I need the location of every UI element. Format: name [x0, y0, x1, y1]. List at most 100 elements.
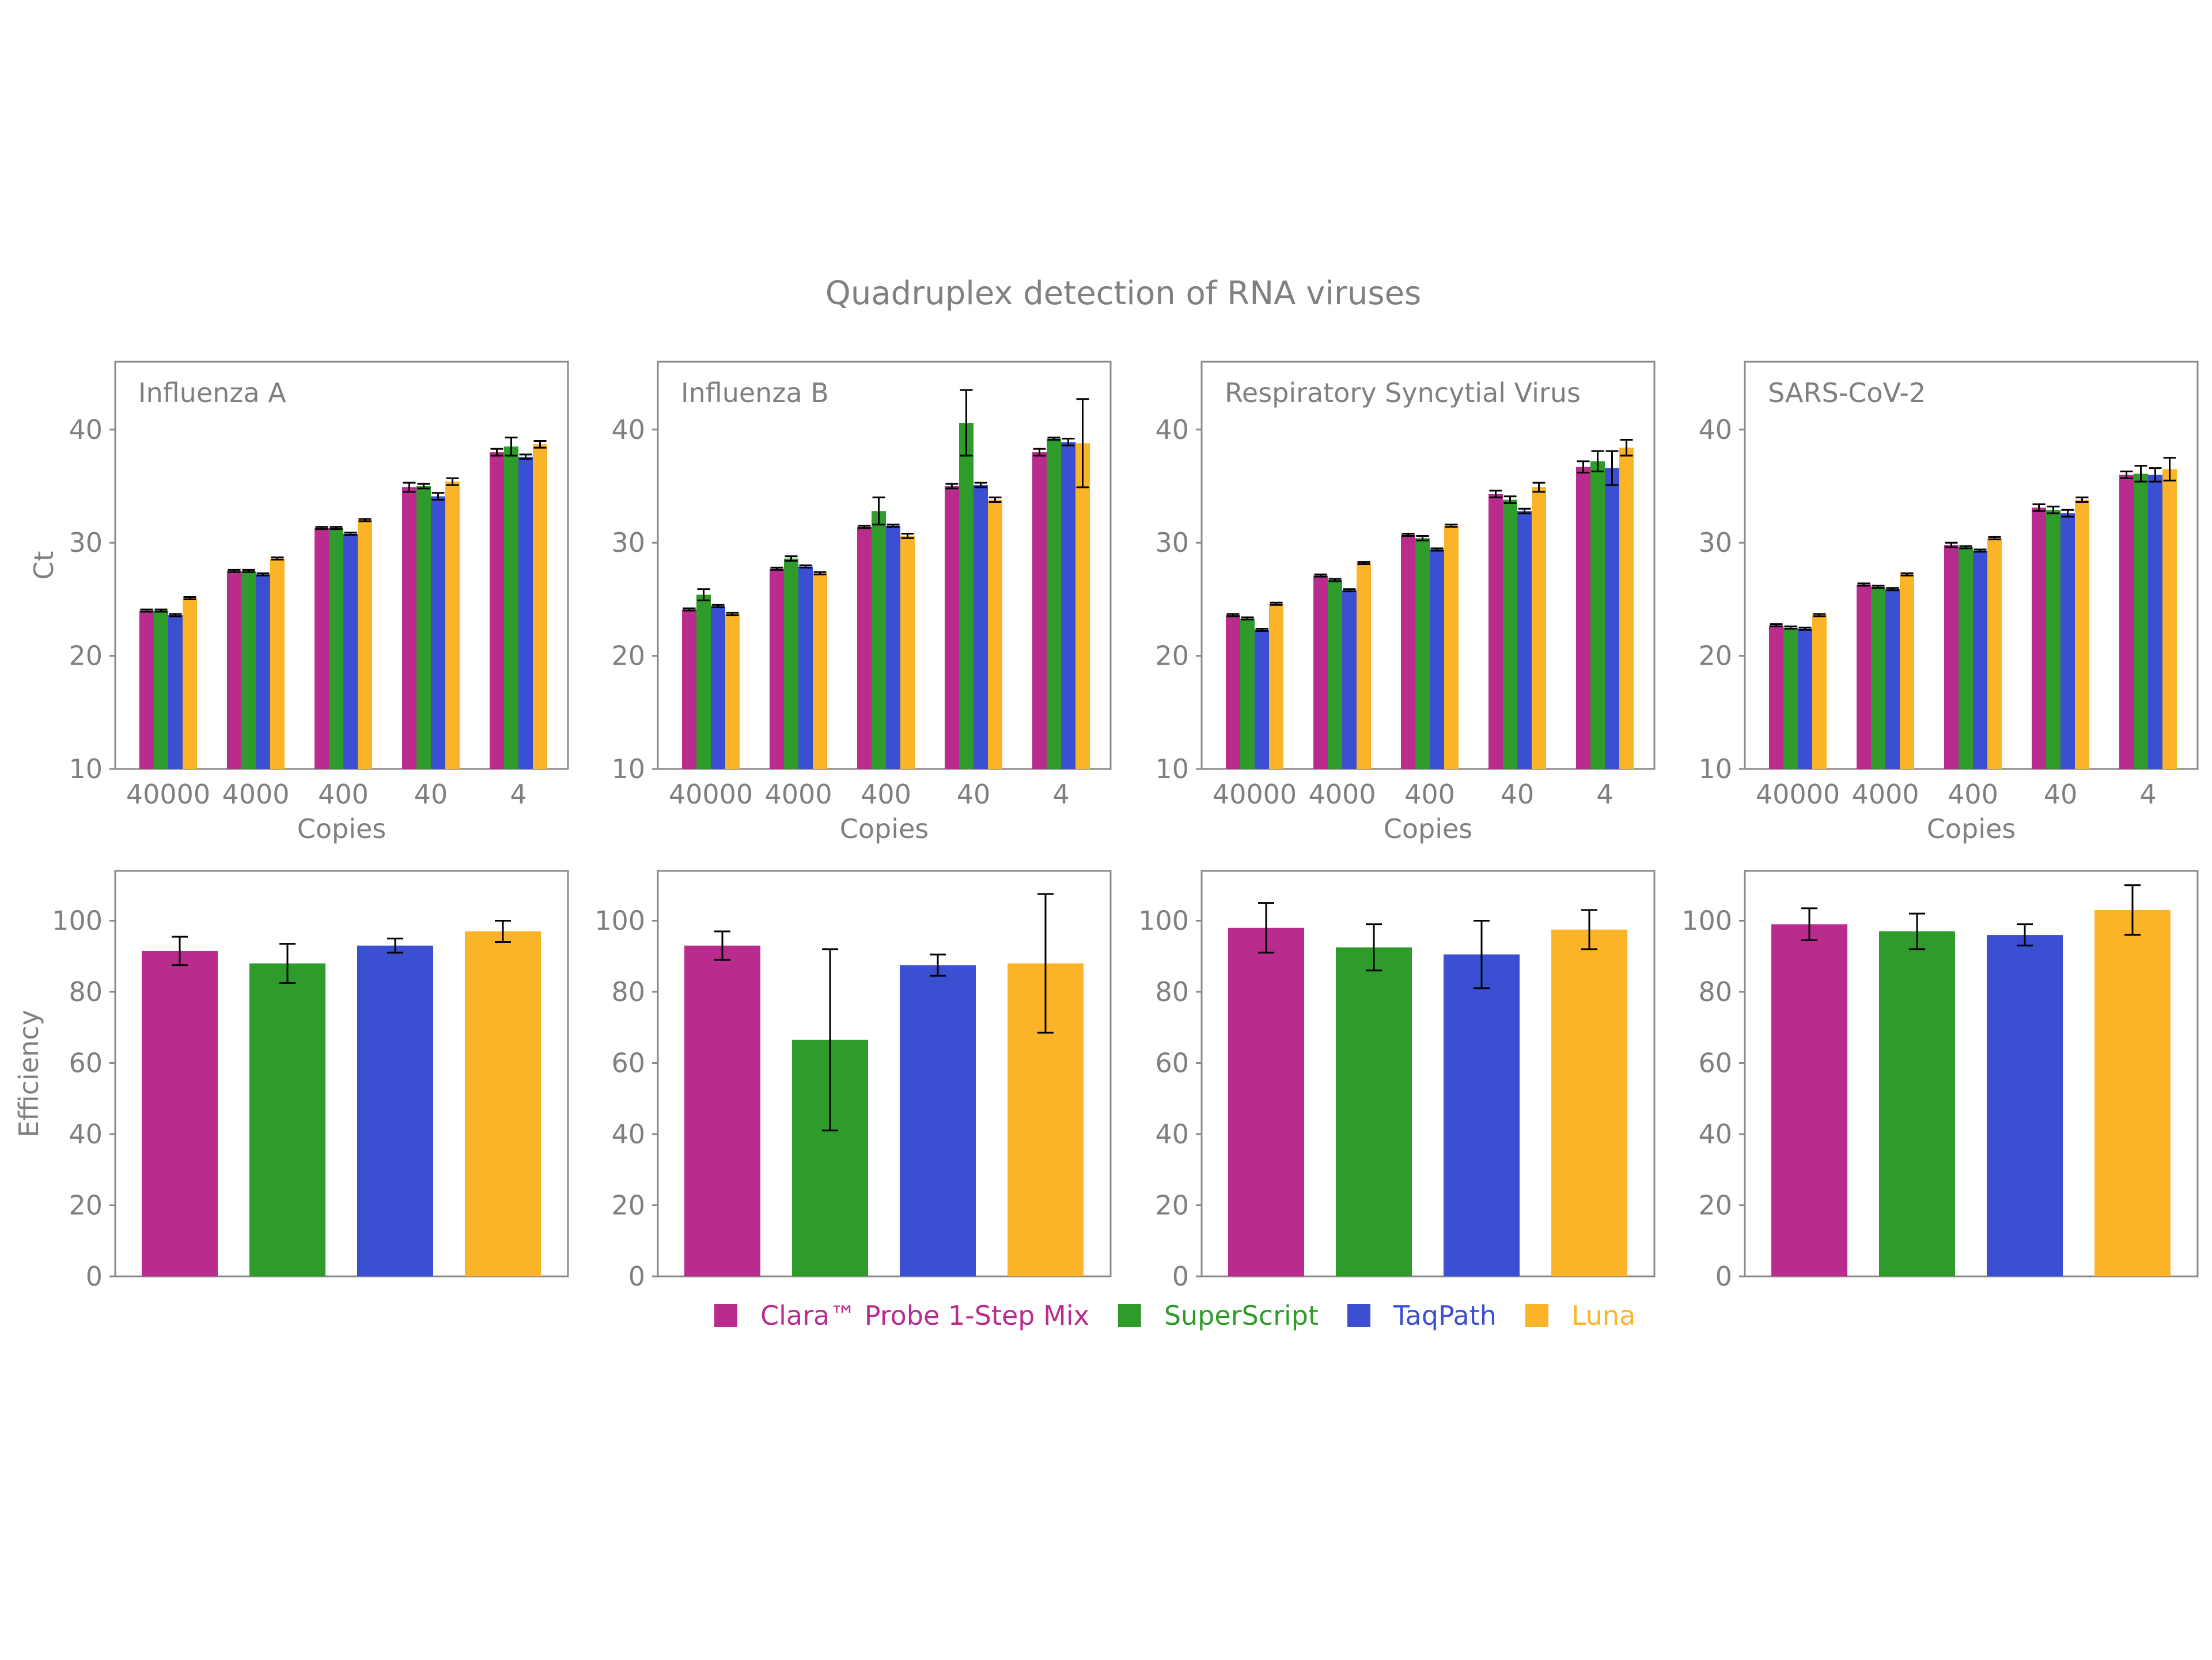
bar-superscript-4 — [504, 446, 518, 769]
bar-luna-4 — [2162, 469, 2177, 769]
bar-clara-probe-1-step-mix-40000 — [1226, 615, 1240, 769]
y-tick-label: 30 — [1698, 527, 1732, 558]
y-tick-label: 100 — [52, 905, 103, 936]
bar-taqpath-40 — [1517, 511, 1532, 769]
y-tick-label: 0 — [1172, 1261, 1189, 1292]
bar-superscript-400 — [872, 511, 886, 769]
bar-luna-4 — [1075, 443, 1090, 769]
bar-luna — [465, 931, 541, 1276]
x-tick-label: 4 — [1052, 779, 1069, 810]
y-axis-label: Ct — [28, 551, 59, 579]
panel-ct-2: 10 20 30 40 Influenza B 40000 4000 400 40 4 Copies — [611, 361, 1112, 844]
bar-clara-probe-1-step-mix-400 — [315, 528, 329, 769]
bar-clara-probe-1-step-mix-4 — [2119, 475, 2134, 769]
y-tick-label: 60 — [69, 1047, 103, 1078]
bar-taqpath — [1987, 935, 2063, 1276]
y-tick-label: 10 — [1698, 753, 1732, 784]
y-tick-label: 10 — [69, 753, 103, 784]
bar-clara-probe-1-step-mix-40 — [402, 487, 416, 769]
x-tick-label: 400 — [1404, 779, 1455, 810]
legend-label-superscript: SuperScript — [1164, 1300, 1319, 1331]
y-tick-label: 80 — [1155, 976, 1189, 1007]
x-tick-label: 40000 — [1756, 779, 1840, 810]
panel-efficiency-3: 0 20 40 60 80 100 — [1138, 870, 1656, 1292]
x-axis-label: Copies — [840, 813, 929, 844]
bar-taqpath-40 — [974, 485, 988, 769]
y-tick-label: 20 — [1698, 640, 1732, 672]
x-tick-label: 4 — [1596, 779, 1613, 810]
bar-clara-probe-1-step-mix — [684, 945, 760, 1276]
bar-luna-4000 — [1900, 574, 1914, 769]
bar-superscript-4 — [1047, 438, 1061, 769]
bar-taqpath — [1444, 954, 1520, 1276]
bar-clara-probe-1-step-mix-4 — [1032, 452, 1047, 769]
y-tick-label: 30 — [69, 527, 103, 558]
bar-luna-4000 — [1357, 563, 1371, 769]
bar-clara-probe-1-step-mix-4 — [1576, 467, 1590, 769]
legend-label-taqpath: TaqPath — [1393, 1300, 1497, 1331]
bar-luna-400 — [1444, 525, 1459, 769]
bar-luna — [1551, 929, 1627, 1276]
bar-superscript-40000 — [154, 611, 168, 769]
bar-taqpath — [900, 965, 976, 1276]
bar-luna — [2094, 909, 2171, 1276]
x-tick-label: 40 — [2044, 779, 2078, 810]
y-axis-label: Efficiency — [13, 1010, 44, 1138]
y-tick-label: 20 — [69, 640, 103, 672]
chart-title: Quadruplex detection of RNA viruses — [825, 275, 1421, 312]
x-tick-label: 4000 — [222, 779, 289, 810]
bar-taqpath-4 — [1061, 442, 1075, 769]
x-tick-label: 40000 — [1213, 779, 1297, 810]
bar-taqpath-4 — [518, 456, 533, 769]
legend: Clara™ Probe 1-Step Mix SuperScript TaqPat… — [714, 1300, 1635, 1331]
x-tick-label: 400 — [318, 779, 369, 810]
bar-taqpath-4000 — [1885, 589, 1900, 769]
legend-swatch-superscript — [1118, 1304, 1141, 1327]
bar-superscript-4000 — [241, 571, 256, 769]
bar-luna-40000 — [1269, 604, 1283, 769]
y-tick-label: 80 — [611, 976, 645, 1007]
y-tick-label: 0 — [86, 1261, 103, 1292]
bar-clara-probe-1-step-mix-4000 — [770, 569, 784, 769]
x-axis-label: Copies — [297, 813, 387, 844]
bar-superscript-400 — [329, 528, 343, 769]
bar-luna-400 — [900, 536, 915, 769]
x-tick-label: 40 — [1501, 779, 1535, 810]
panel-title: Influenza A — [138, 377, 286, 408]
bar-luna-4000 — [270, 558, 285, 769]
y-tick-label: 80 — [69, 976, 103, 1007]
x-tick-label: 4000 — [764, 779, 832, 810]
bar-superscript-40 — [1503, 499, 1517, 769]
y-tick-label: 10 — [611, 753, 645, 784]
bar-taqpath-4000 — [798, 566, 813, 769]
bar-clara-probe-1-step-mix — [142, 950, 218, 1276]
x-tick-label: 40 — [414, 779, 448, 810]
panel-title: Respiratory Syncytial Virus — [1225, 377, 1581, 408]
x-axis-label: Copies — [1927, 813, 2016, 844]
x-axis-label: Copies — [1384, 813, 1473, 844]
bar-taqpath-40000 — [1798, 628, 1812, 769]
y-tick-label: 20 — [1155, 1189, 1189, 1221]
legend-swatch-clara-probe-1-step-mix — [714, 1304, 737, 1327]
y-tick-label: 100 — [1138, 905, 1189, 936]
bar-luna-40 — [988, 499, 1002, 769]
bar-superscript-4000 — [784, 558, 798, 769]
x-tick-label: 4 — [2139, 779, 2156, 810]
panel-efficiency-2: 0 20 40 60 80 100 — [594, 870, 1112, 1292]
bar-clara-probe-1-step-mix-4000 — [227, 571, 241, 769]
y-tick-label: 40 — [69, 414, 103, 445]
bar-superscript-400 — [1959, 547, 1973, 769]
x-tick-label: 40 — [957, 779, 991, 810]
y-tick-label: 40 — [1698, 1119, 1732, 1150]
legend-swatch-taqpath — [1347, 1304, 1371, 1327]
bar-clara-probe-1-step-mix-40 — [945, 486, 959, 769]
bar-clara-probe-1-step-mix-400 — [857, 526, 872, 769]
bar-taqpath-4000 — [1342, 590, 1357, 769]
y-tick-label: 40 — [611, 1119, 645, 1150]
bar-taqpath-40000 — [711, 606, 725, 769]
bar-taqpath-40 — [431, 496, 445, 769]
bar-clara-probe-1-step-mix-40000 — [139, 611, 154, 769]
bar-superscript-4 — [1590, 461, 1605, 769]
x-tick-label: 400 — [1948, 779, 1998, 810]
